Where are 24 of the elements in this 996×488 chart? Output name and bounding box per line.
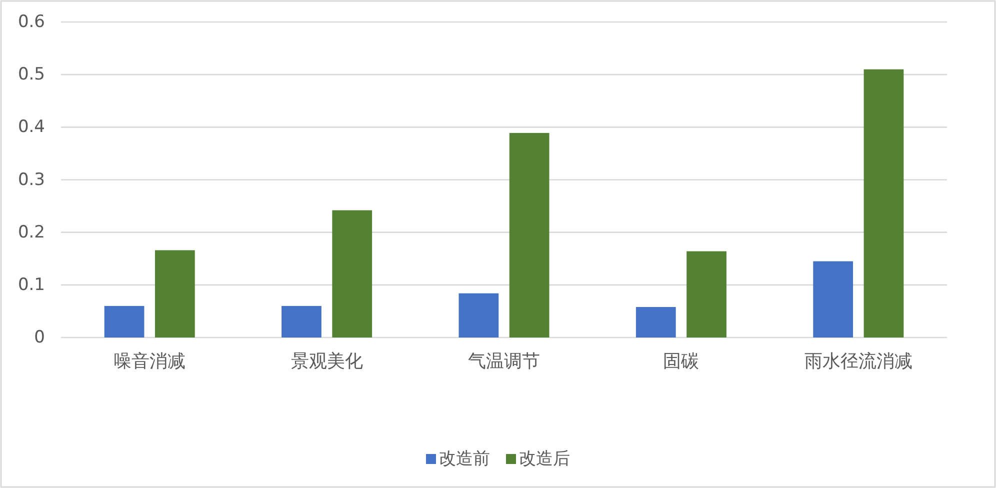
y-tick-label: 0.5 bbox=[18, 64, 45, 85]
legend-label: 改造后 bbox=[519, 449, 570, 469]
bar bbox=[509, 132, 550, 338]
x-tick-label: 雨水径流消减 bbox=[804, 351, 912, 372]
bar bbox=[686, 251, 726, 338]
y-tick-label: 0.2 bbox=[18, 222, 45, 242]
bar bbox=[864, 69, 904, 338]
bar bbox=[813, 261, 854, 338]
x-tick-label: 气温调节 bbox=[468, 351, 540, 372]
y-tick-label: 0.3 bbox=[18, 170, 45, 190]
y-tick-label: 0.4 bbox=[18, 117, 45, 138]
y-tick-label: 0.6 bbox=[18, 12, 45, 32]
x-tick-label: 噪音消减 bbox=[114, 351, 186, 372]
y-tick-label: 0 bbox=[34, 328, 45, 348]
bar bbox=[332, 210, 372, 338]
bar bbox=[282, 306, 322, 338]
y-tick-label: 0.1 bbox=[18, 274, 45, 295]
bar bbox=[154, 250, 195, 338]
legend-label: 改造前 bbox=[439, 449, 490, 469]
bar bbox=[636, 307, 676, 338]
bar bbox=[104, 306, 144, 338]
bar bbox=[458, 293, 499, 338]
x-tick-label: 固碳 bbox=[663, 351, 700, 372]
x-tick-label: 景观美化 bbox=[290, 351, 363, 372]
